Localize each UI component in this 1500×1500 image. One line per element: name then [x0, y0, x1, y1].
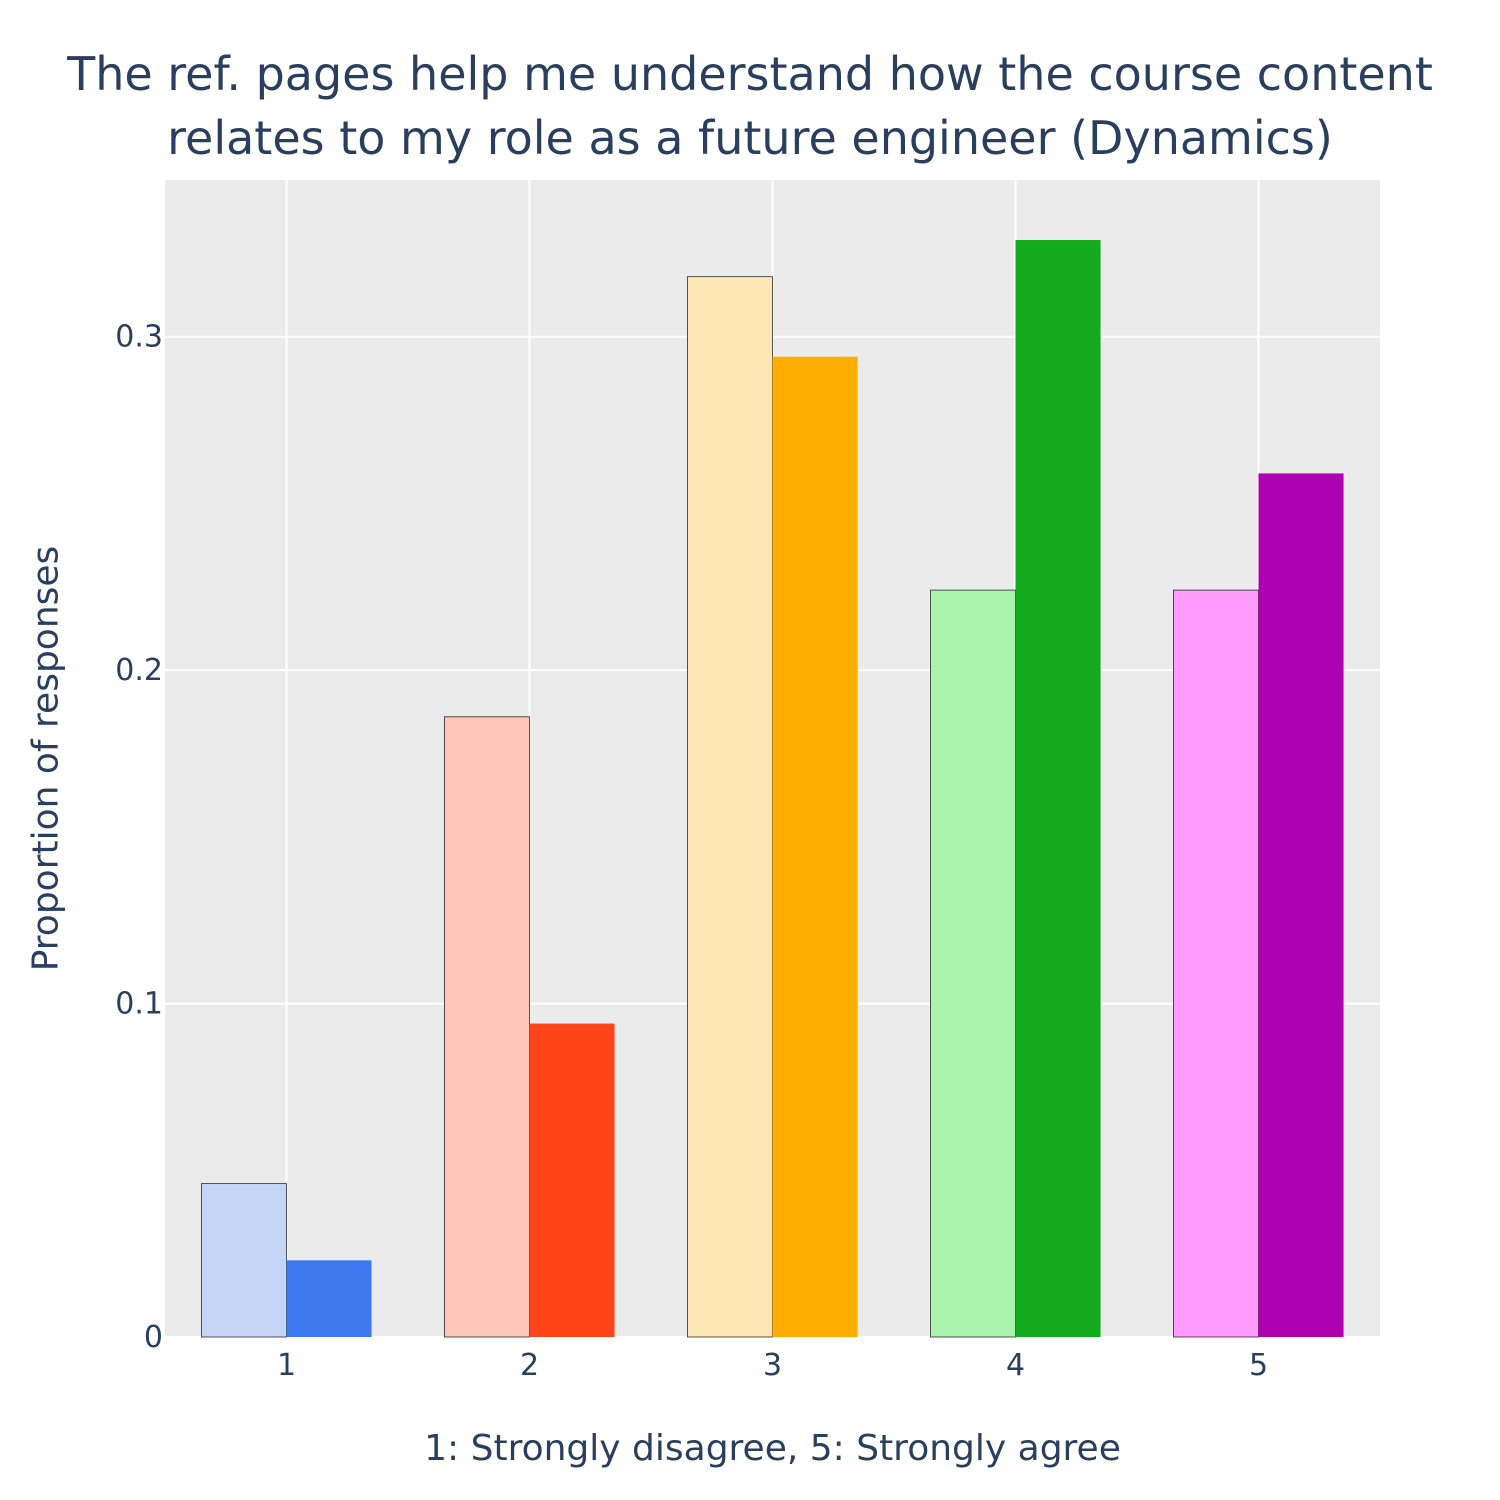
bar-series1-cat5 [1173, 589, 1259, 1338]
x-tick-label: 2 [520, 1348, 539, 1383]
bar-series1-cat3 [687, 276, 773, 1338]
bar-series2-cat2 [529, 1023, 615, 1337]
y-tick-label: 0.2 [115, 653, 163, 688]
bar-series1-cat4 [930, 589, 1016, 1338]
y-tick-label: 0.3 [115, 320, 163, 355]
bar-series1-cat1 [201, 1183, 287, 1338]
chart-title-line-1: The ref. pages help me understand how th… [67, 47, 1433, 101]
x-tick-label: 1 [277, 1348, 296, 1383]
x-axis-ticks: 1 2 3 4 5 [277, 1348, 1268, 1383]
bar-series2-cat1 [286, 1260, 372, 1337]
bar-series2-cat5 [1258, 473, 1344, 1338]
bar-series1-cat2 [444, 716, 530, 1338]
bars [201, 240, 1344, 1338]
bar-series2-cat4 [1015, 240, 1101, 1337]
chart-title-line-2: relates to my role as a future engineer … [167, 111, 1333, 165]
x-axis-title: 1: Strongly disagree, 5: Strongly agree [424, 1428, 1121, 1469]
x-tick-label: 3 [763, 1348, 782, 1383]
y-axis-ticks: 0 0.1 0.2 0.3 [115, 320, 163, 1355]
y-tick-label: 0 [144, 1320, 163, 1355]
y-tick-label: 0.1 [115, 987, 163, 1022]
chart-title: The ref. pages help me understand how th… [0, 42, 1500, 170]
x-tick-label: 4 [1006, 1348, 1025, 1383]
x-tick-label: 5 [1249, 1348, 1268, 1383]
y-axis-title: Proportion of responses [26, 546, 67, 972]
bar-series2-cat3 [772, 356, 858, 1337]
